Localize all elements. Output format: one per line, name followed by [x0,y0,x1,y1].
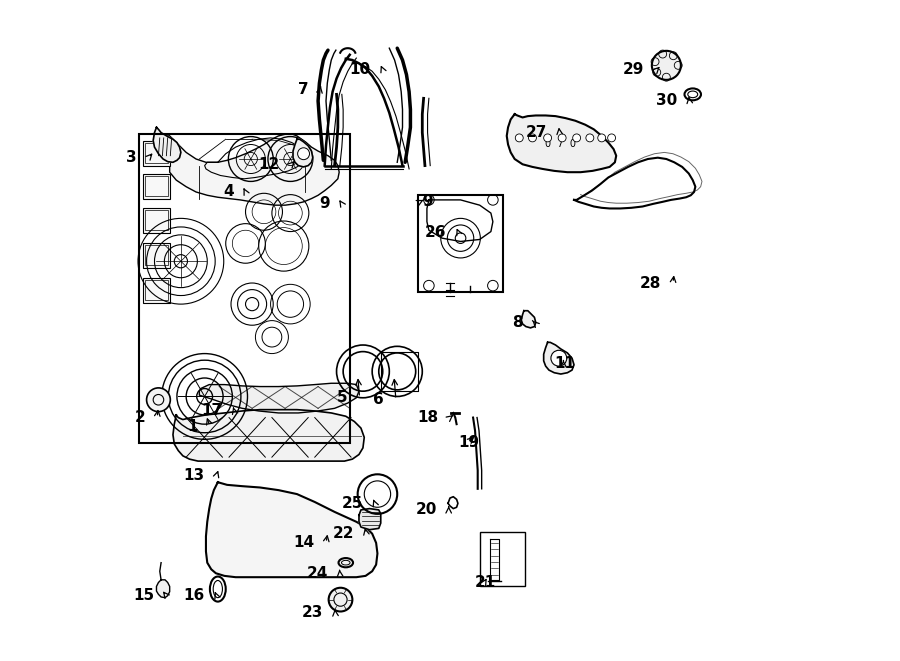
Text: 16: 16 [184,588,204,603]
Bar [139,134,350,443]
Text: 29: 29 [623,62,644,77]
Text: 9: 9 [422,194,433,209]
Text: 2: 2 [134,410,145,425]
Text: 18: 18 [417,410,438,425]
Bar [145,210,167,230]
Circle shape [528,134,536,142]
Circle shape [328,588,353,611]
Circle shape [147,388,170,412]
Circle shape [551,350,567,366]
Text: 12: 12 [258,157,280,172]
Text: 4: 4 [223,184,234,200]
Circle shape [608,134,616,142]
Bar [145,176,167,196]
Bar [145,280,167,300]
Circle shape [516,134,523,142]
Polygon shape [157,580,170,598]
Text: 14: 14 [293,535,314,551]
Text: 10: 10 [350,62,371,77]
Bar [142,141,170,166]
Text: 22: 22 [333,526,355,541]
Circle shape [598,134,606,142]
Text: 30: 30 [656,93,678,108]
Text: 3: 3 [126,150,137,165]
Text: 19: 19 [459,435,480,450]
Text: 11: 11 [554,356,575,371]
Bar [142,278,170,303]
Polygon shape [544,342,574,374]
Circle shape [586,134,594,142]
Text: 7: 7 [298,82,308,97]
Bar [142,174,170,198]
Polygon shape [173,410,364,461]
Text: 1: 1 [187,418,198,434]
Text: 5: 5 [338,390,347,405]
Text: 23: 23 [302,605,323,620]
Text: 25: 25 [342,496,363,511]
Circle shape [544,134,552,142]
Text: 20: 20 [416,502,436,518]
Polygon shape [153,128,181,163]
Text: 28: 28 [640,276,662,290]
Bar [418,194,503,292]
Polygon shape [199,383,359,413]
Circle shape [652,51,681,80]
Text: 17: 17 [202,403,222,418]
Bar [145,143,167,163]
Polygon shape [521,311,535,328]
Polygon shape [206,483,377,577]
Circle shape [572,134,580,142]
Text: 15: 15 [133,588,155,603]
Text: 27: 27 [526,125,547,140]
Text: 13: 13 [184,468,204,483]
Text: 21: 21 [475,575,496,590]
Circle shape [558,134,566,142]
Bar [480,532,525,586]
Bar [145,245,167,265]
Text: 8: 8 [512,315,523,330]
Text: 24: 24 [307,566,328,581]
Bar [142,208,170,233]
Polygon shape [293,139,313,167]
Polygon shape [507,114,616,173]
Polygon shape [359,508,381,529]
Circle shape [298,148,310,160]
Text: 9: 9 [320,196,330,212]
Text: 0  7  0: 0 7 0 [545,139,576,149]
Bar [142,243,170,268]
Polygon shape [166,134,339,205]
Text: 6: 6 [374,392,384,407]
Text: 26: 26 [425,225,446,241]
